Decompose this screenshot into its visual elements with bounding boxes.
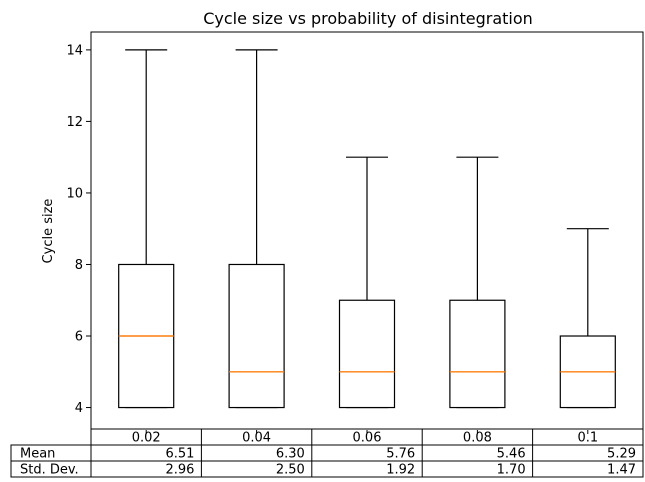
table-row-label: Std. Dev. [20, 463, 79, 478]
table-header-cell: 0.08 [463, 431, 492, 446]
table-value-cell: 6.30 [276, 447, 305, 462]
table-value-cell: 5.76 [386, 447, 415, 462]
y-tick-label: 12 [66, 115, 83, 130]
y-tick-label: 8 [75, 258, 83, 273]
table-value-cell: 5.29 [607, 447, 636, 462]
table-value-cell: 6.51 [165, 447, 194, 462]
table-value-cell: 5.46 [497, 447, 526, 462]
table-value-cell: 2.96 [165, 463, 194, 478]
table-value-cell: 1.47 [607, 463, 636, 478]
table-header-cell: 0.04 [242, 431, 271, 446]
box-iqr [449, 299, 506, 409]
box-group [449, 156, 506, 409]
table-row [10, 460, 644, 478]
box-group [559, 228, 616, 409]
table-row-label: Mean [20, 447, 55, 462]
box-group [118, 49, 175, 409]
y-axis-ticks: 4 6 8 10 12 14 [66, 43, 91, 416]
box-group [338, 156, 396, 409]
table-header-cell: 0.1 [577, 431, 598, 446]
y-tick-label: 4 [75, 401, 83, 416]
statistics-table: 0.02 0.04 0.06 0.08 0.1 Mean 6.51 6.30 5.76 5.46 5… [10, 428, 644, 478]
table-value-cell: 1.70 [497, 463, 526, 478]
table-header-cell: 0.06 [353, 431, 382, 446]
y-axis-label: Cycle size [41, 199, 56, 264]
y-tick-label: 14 [66, 43, 83, 58]
box-group [228, 49, 285, 409]
y-tick-label: 10 [66, 186, 83, 201]
table-header-cell: 0.02 [132, 431, 161, 446]
chart-title: Cycle size vs probability of disintegrat… [203, 9, 533, 28]
table-row [10, 444, 644, 462]
box-iqr [338, 299, 396, 409]
y-tick-label: 6 [75, 330, 83, 345]
table-value-cell: 1.92 [386, 463, 415, 478]
table-value-cell: 2.50 [276, 463, 305, 478]
box-iqr [228, 263, 285, 409]
boxes-layer [118, 49, 616, 409]
